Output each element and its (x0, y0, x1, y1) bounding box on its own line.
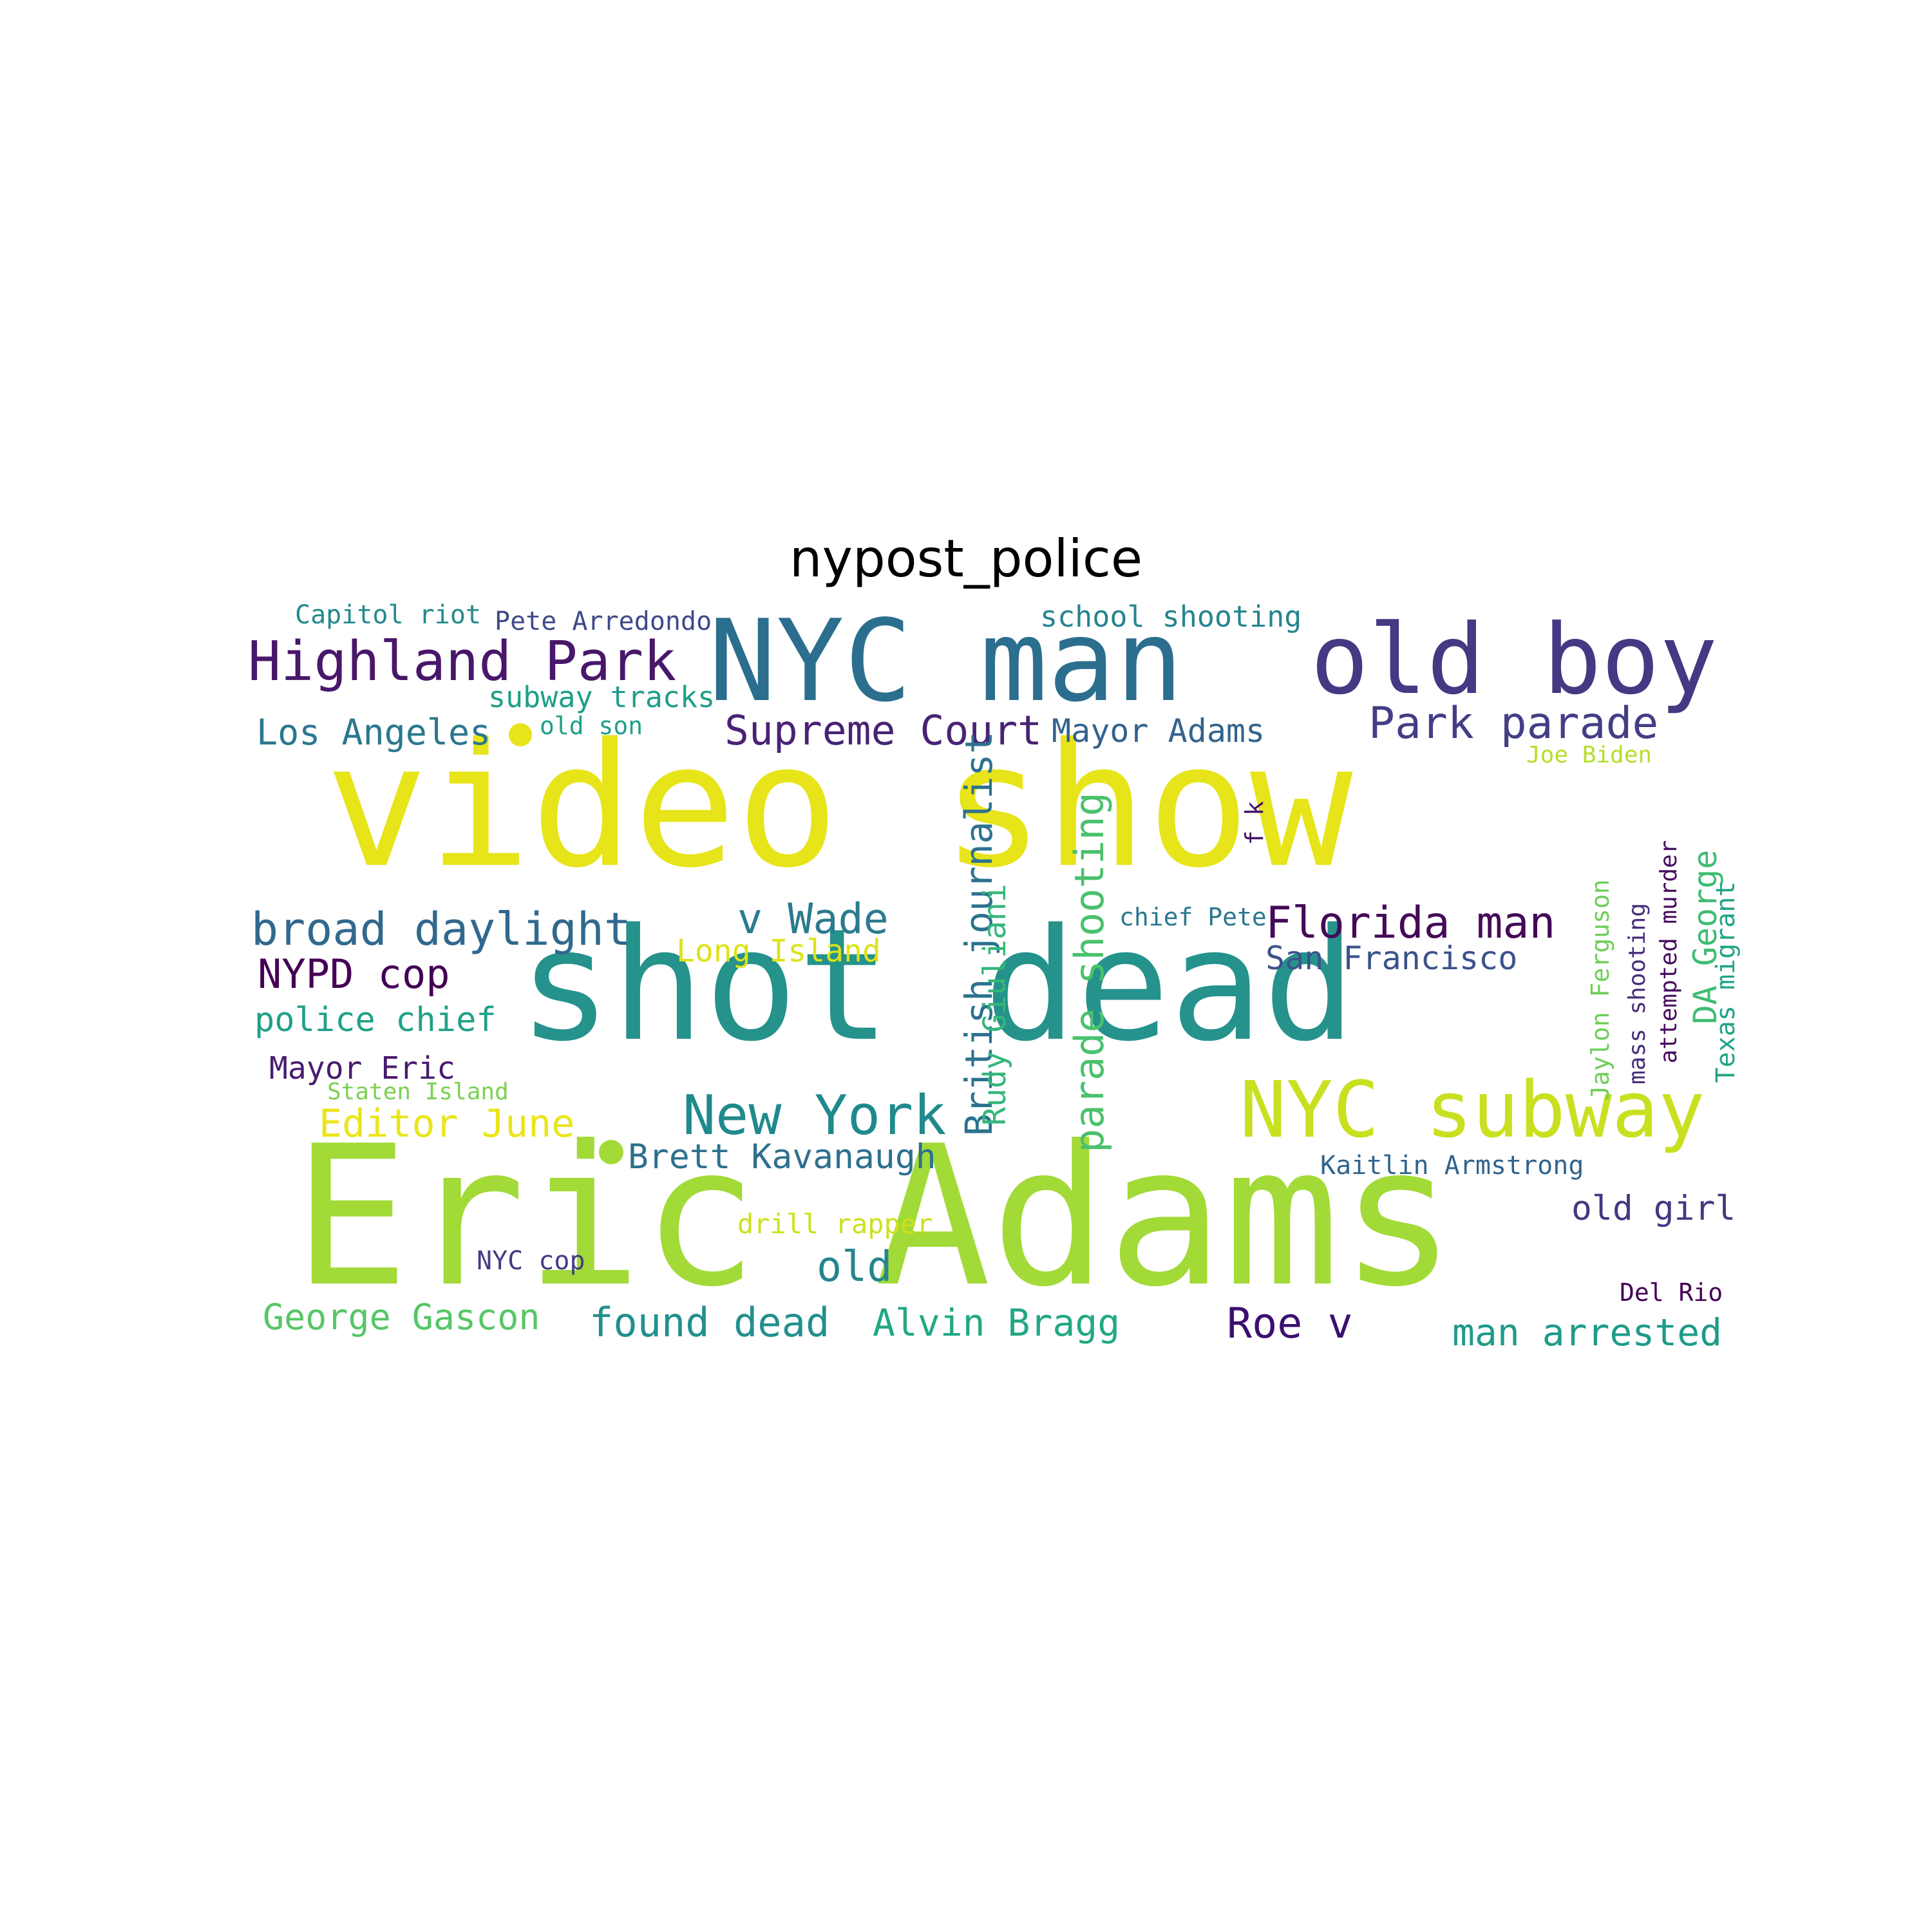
word-supreme-court: Supreme Court (724, 707, 1043, 754)
word-joe-biden: Joe Biden (1526, 742, 1653, 768)
word-f-k: f k (1240, 800, 1269, 846)
word-san-francisco: San Francisco (1265, 940, 1518, 977)
word-nyc-man: NYC man (708, 596, 1184, 727)
word-police-chief: police chief (254, 1001, 497, 1039)
word-highland-park: Highland Park (248, 630, 677, 694)
word-kaitlin-armstrong: Kaitlin Armstrong (1320, 1151, 1584, 1180)
word-nyc-cop: NYC cop (477, 1246, 585, 1276)
word-shot-dead: shot dead (518, 895, 1356, 1075)
word-subway-tracks: subway tracks (488, 680, 715, 714)
word-park-parade: Park parade (1368, 698, 1659, 749)
word-found-dead: found dead (589, 1299, 830, 1346)
word-old-girl: old girl (1571, 1189, 1736, 1228)
chart-title: nypost_police (789, 529, 1143, 589)
word-broad-daylight: broad daylight (251, 903, 632, 956)
word-editor-june: Editor June (319, 1101, 575, 1146)
word-old-boy: old boy (1311, 604, 1718, 716)
word-texas-migrant: Texas migrant (1711, 881, 1741, 1083)
word-alvin-bragg: Alvin Bragg (873, 1301, 1121, 1345)
word-rudy-giuliani: Rudy Giuliani (977, 884, 1013, 1126)
word-capitol-riot: Capitol riot (295, 600, 481, 630)
word-staten-island: Staten Island (327, 1079, 509, 1105)
word-jaylon-ferguson: Jaylon Ferguson (1586, 879, 1615, 1101)
word-parade-shooting: parade shooting (1066, 792, 1113, 1153)
word-nypd-cop: NYPD cop (258, 951, 450, 998)
word-attempted-murder: attempted murder (1656, 840, 1682, 1064)
word-new-york: New York (683, 1084, 947, 1148)
word-mayor-eric: Mayor Eric (269, 1050, 455, 1086)
word-florida-man: Florida man (1265, 898, 1556, 949)
word-eric-adams: Eric Adams (293, 1104, 1457, 1329)
word-school-shooting: school shooting (1040, 600, 1302, 634)
word-george-gascon: George Gascon (263, 1296, 540, 1338)
word-old: old (817, 1243, 893, 1291)
word-nyc-subway: NYC subway (1240, 1066, 1705, 1155)
word-old-son: old son (540, 712, 643, 740)
word-mass-shooting: mass shooting (1624, 903, 1651, 1084)
word-drill-rapper: drill rapper (737, 1208, 933, 1240)
word-pete-arredondo: Pete Arredondo (495, 607, 712, 636)
word-chief-pete: chief Pete (1119, 903, 1267, 931)
dot-green (599, 1140, 623, 1164)
dot-yellow (509, 723, 532, 746)
word-mayor-adams: Mayor Adams (1052, 712, 1265, 750)
word-video-show: video show (325, 707, 1353, 905)
word-v-wade: v Wade (737, 895, 889, 943)
word-del-rio: Del Rio (1620, 1278, 1723, 1307)
word-los-angeles: Los Angeles (256, 712, 491, 753)
word-long-island: Long Island (676, 933, 881, 969)
word-man-arrested: man arrested (1452, 1311, 1723, 1354)
word-brett-kavanaugh: Brett Kavanaugh (628, 1137, 936, 1177)
word-roe-v: Roe v (1227, 1300, 1353, 1348)
